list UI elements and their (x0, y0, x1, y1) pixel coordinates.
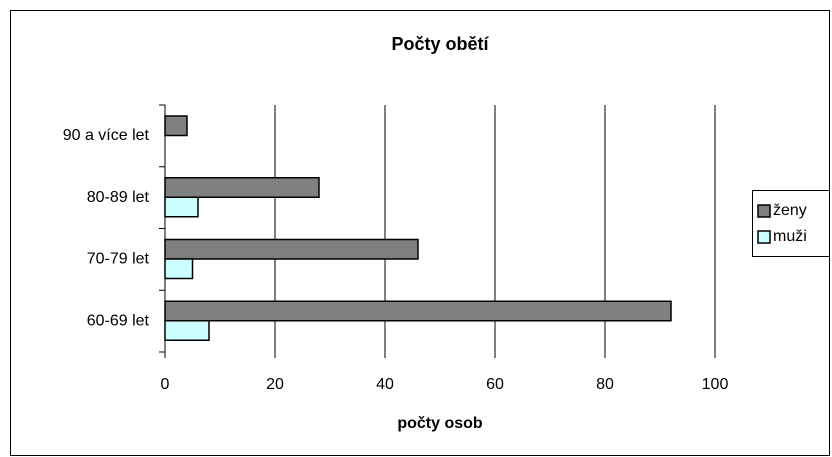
chart-title: Počty obětí (391, 34, 489, 54)
bar (164, 320, 210, 341)
y-tick-label: 60-69 let (87, 312, 150, 329)
y-tick-label: 90 a více let (63, 127, 150, 144)
x-tick-label: 80 (596, 376, 614, 393)
legend-label: muži (773, 228, 807, 245)
bar (164, 196, 199, 218)
legend-swatch (757, 204, 771, 218)
legend-box (752, 190, 830, 257)
x-tick-label: 20 (266, 376, 284, 393)
chart-border (10, 10, 830, 456)
x-tick-label: 40 (376, 376, 394, 393)
bar (164, 115, 188, 137)
bar (164, 300, 672, 322)
x-tick-label: 100 (702, 376, 729, 393)
x-axis-label: počty osob (397, 415, 483, 432)
bar (164, 258, 194, 280)
x-tick-label: 0 (161, 376, 170, 393)
bar (164, 177, 320, 198)
legend-swatch (757, 230, 771, 244)
y-tick-label: 80-89 let (87, 189, 150, 206)
y-tick-label: 70-79 let (87, 251, 150, 268)
x-tick-label: 60 (486, 376, 504, 393)
legend-label: ženy (773, 202, 807, 219)
bar (164, 238, 419, 260)
